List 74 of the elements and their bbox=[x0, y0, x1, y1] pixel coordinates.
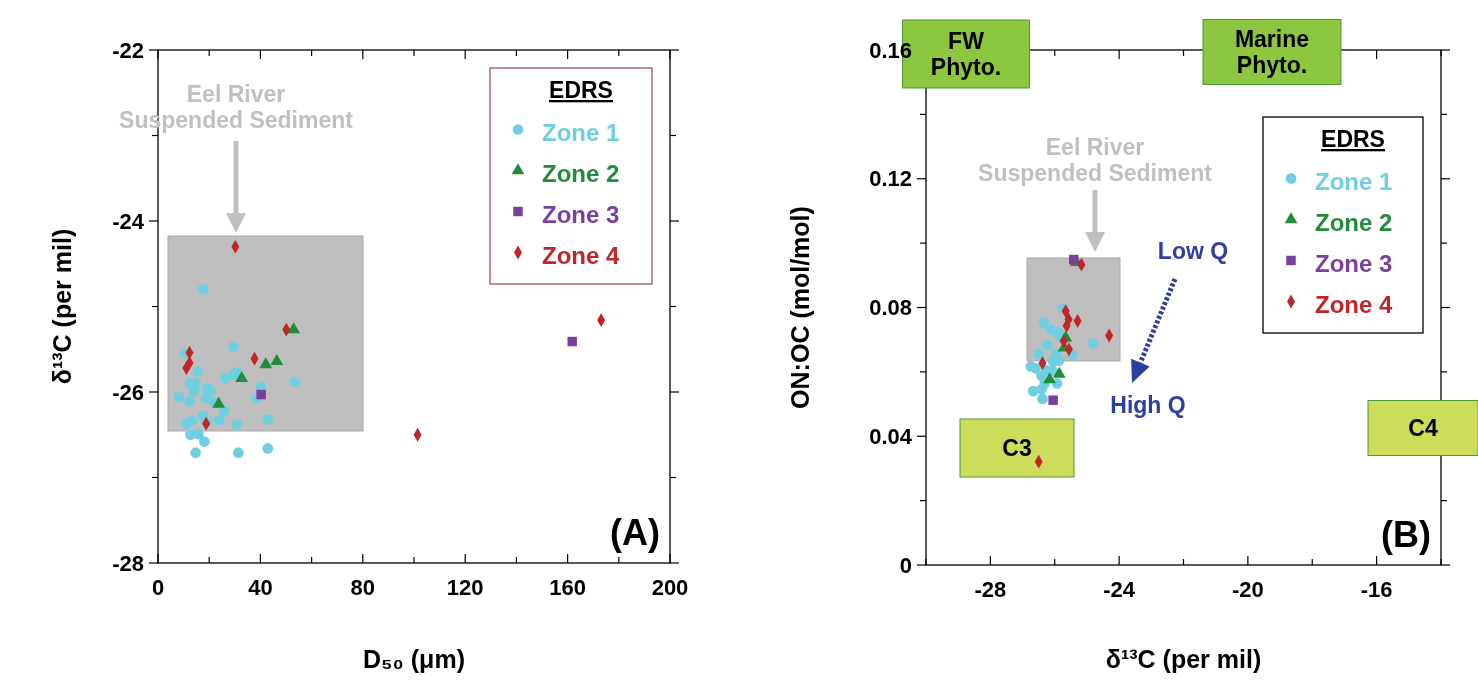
annotation: (B) bbox=[1381, 514, 1431, 555]
point bbox=[200, 392, 212, 404]
point bbox=[231, 419, 243, 430]
point bbox=[193, 428, 204, 440]
point bbox=[259, 357, 273, 369]
annotation: (A) bbox=[610, 512, 660, 553]
x-axis-title: δ¹³C (per mil) bbox=[1105, 645, 1262, 673]
point bbox=[1048, 395, 1058, 405]
x-tick-label: -28 bbox=[974, 577, 1007, 602]
legend-label: Zone 4 bbox=[542, 242, 620, 269]
annotation: FW Phyto. bbox=[930, 27, 1002, 81]
annotation: Low Q bbox=[1157, 238, 1229, 264]
point bbox=[262, 414, 274, 425]
point bbox=[1043, 372, 1056, 384]
annotation: Eel River Suspended Sediment bbox=[978, 133, 1213, 187]
point bbox=[287, 322, 301, 334]
annotation: Marine Phyto. bbox=[1234, 25, 1310, 79]
point bbox=[184, 396, 195, 407]
point bbox=[1038, 317, 1050, 328]
point bbox=[289, 376, 301, 388]
y-axis-title: ON:OC (mol/mol) bbox=[786, 206, 814, 409]
point bbox=[214, 414, 225, 426]
point bbox=[1033, 348, 1045, 360]
x-tick-label: -20 bbox=[1231, 577, 1264, 602]
point bbox=[190, 447, 201, 459]
legend-label: Zone 1 bbox=[1315, 168, 1393, 195]
point bbox=[186, 415, 198, 427]
point bbox=[198, 436, 210, 447]
annotation: High Q bbox=[1110, 392, 1186, 418]
legend-label: Zone 3 bbox=[1315, 250, 1393, 277]
point bbox=[1052, 366, 1066, 378]
x-tick-label: 200 bbox=[651, 575, 689, 600]
legend-label: Zone 2 bbox=[1315, 209, 1393, 236]
x-tick-label: 0 bbox=[151, 575, 165, 600]
y-axis-title: δ¹³C (per mil) bbox=[48, 228, 76, 385]
point bbox=[197, 284, 209, 295]
point bbox=[212, 396, 226, 408]
x-axis-title: D₅₀ (μm) bbox=[363, 645, 465, 673]
x-tick-label: -24 bbox=[1103, 577, 1136, 602]
y-tick-label: -24 bbox=[112, 208, 145, 234]
x-tick-label: -16 bbox=[1360, 577, 1393, 602]
y-tick-label: 0.08 bbox=[869, 295, 912, 320]
legend-label: Zone 1 bbox=[542, 119, 620, 146]
point bbox=[1041, 339, 1053, 351]
point bbox=[173, 391, 185, 403]
legend-title: EDRS bbox=[549, 77, 613, 103]
point bbox=[228, 341, 239, 353]
x-tick-label: 80 bbox=[350, 575, 376, 600]
point bbox=[1069, 254, 1079, 265]
y-tick-label: 0 bbox=[899, 552, 912, 578]
point bbox=[192, 366, 204, 377]
legend-label: Zone 2 bbox=[542, 160, 620, 187]
legend-title: EDRS bbox=[1321, 126, 1385, 152]
point bbox=[233, 447, 244, 459]
legend-label: Zone 3 bbox=[542, 201, 620, 228]
x-tick-label: 120 bbox=[446, 575, 484, 600]
point bbox=[262, 443, 274, 454]
annotation: C4 bbox=[1408, 415, 1438, 441]
y-tick-label: 0.04 bbox=[869, 423, 913, 449]
point bbox=[1037, 393, 1048, 405]
y-tick-label: -28 bbox=[112, 550, 144, 576]
y-tick-label: 0.12 bbox=[869, 166, 912, 192]
x-tick-label: 40 bbox=[248, 575, 273, 600]
y-tick-label: -22 bbox=[112, 37, 144, 63]
point bbox=[219, 372, 231, 384]
y-tick-label: -26 bbox=[112, 379, 144, 405]
legend-label: Zone 4 bbox=[1315, 291, 1393, 318]
x-tick-label: 160 bbox=[549, 575, 586, 600]
annotation: C3 bbox=[1002, 435, 1032, 461]
point bbox=[1087, 337, 1099, 349]
point bbox=[256, 389, 266, 400]
point bbox=[1036, 383, 1047, 395]
point bbox=[1030, 362, 1042, 374]
point bbox=[567, 336, 577, 347]
